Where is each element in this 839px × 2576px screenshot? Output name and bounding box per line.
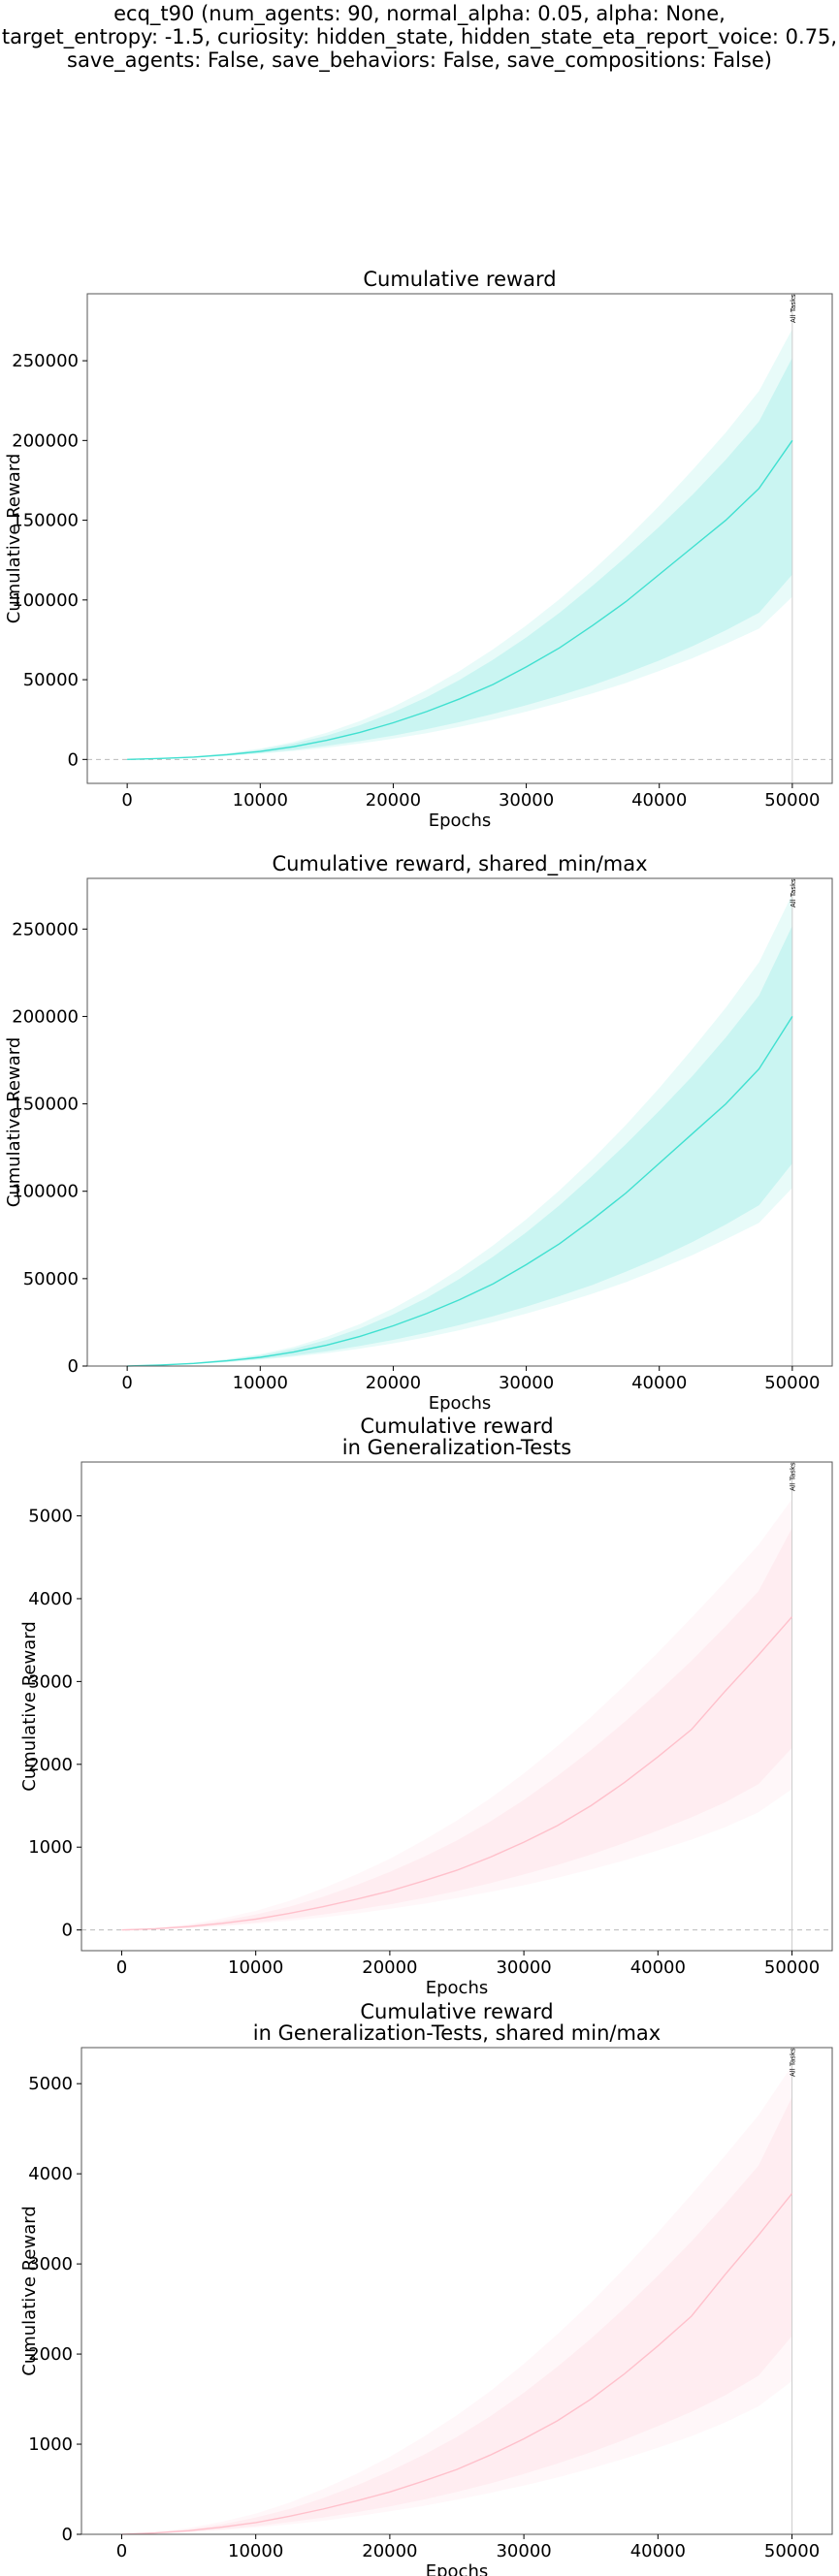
x-tick-label: 50000 <box>764 2541 820 2561</box>
x-tick-label: 30000 <box>499 1373 554 1393</box>
x-axis-label: Epochs <box>426 1978 489 1998</box>
inner-range-band <box>127 357 792 760</box>
y-tick-label: 4000 <box>28 1589 73 1609</box>
y-axis-label: Cumulative Reward <box>4 1037 24 1208</box>
x-tick-label: 50000 <box>764 1373 820 1393</box>
chart-title: in Generalization-Tests <box>342 1436 571 1459</box>
inner-range-band <box>121 2097 792 2534</box>
task-marker-label: All Tasks <box>790 1462 797 1491</box>
figure-title-line: target_entropy: -1.5, curiosity: hidden_… <box>1 25 838 48</box>
x-axis-label: Epochs <box>429 1393 492 1414</box>
x-tick-label: 10000 <box>233 790 288 811</box>
chart-panel: Cumulative reward, shared_min/max All Tas… <box>4 852 833 1414</box>
mean-line <box>127 1016 793 1367</box>
y-tick-label: 2000 <box>28 1755 73 1775</box>
task-marker-label: All Tasks <box>790 878 797 907</box>
chart-panel: Cumulative reward All Tasks 0 10000 20000 300… <box>4 268 833 831</box>
x-tick-label: 10000 <box>233 1373 288 1393</box>
y-tick-label: 150000 <box>12 1095 79 1115</box>
mean-line <box>121 2193 793 2535</box>
axes-frame <box>81 2047 833 2535</box>
y-tick-label: 50000 <box>23 670 79 690</box>
inner-range-band <box>127 925 792 1366</box>
x-axis-label: Epochs <box>429 811 492 831</box>
y-tick-label: 100000 <box>12 1182 79 1202</box>
figure-title-line: save_agents: False, save_behaviors: Fals… <box>67 48 772 72</box>
y-axis-label: Cumulative Reward <box>4 454 24 624</box>
x-tick-label: 30000 <box>496 2541 551 2561</box>
chart-title: Cumulative reward, shared_min/max <box>272 852 647 876</box>
x-tick-label: 40000 <box>631 790 687 811</box>
y-tick-label: 0 <box>62 1921 73 1941</box>
x-tick-label: 10000 <box>228 2541 283 2561</box>
x-tick-label: 40000 <box>630 1957 686 1978</box>
x-tick-label: 30000 <box>496 1957 551 1978</box>
x-tick-label: 10000 <box>228 1957 283 1978</box>
y-tick-label: 250000 <box>12 919 79 939</box>
x-tick-label: 0 <box>121 1373 132 1393</box>
mean-line <box>121 1616 793 1931</box>
outer-range-band <box>127 894 792 1366</box>
axes-frame <box>81 1461 833 1952</box>
x-tick-label: 0 <box>121 790 132 811</box>
y-tick-label: 2000 <box>28 2344 73 2365</box>
y-tick-label: 0 <box>62 2525 73 2545</box>
figure-title: ecq_t90 (num_agents: 90, normal_alpha: 0… <box>0 2 839 72</box>
outer-range-band <box>127 329 792 760</box>
y-axis-label: Cumulative Reward <box>19 2206 40 2376</box>
y-tick-label: 4000 <box>28 2164 73 2184</box>
axes-frame <box>86 877 833 1367</box>
chart-title: Cumulative reward <box>360 2000 553 2023</box>
y-tick-label: 50000 <box>23 1269 79 1289</box>
y-tick-label: 3000 <box>28 2254 73 2274</box>
chart-title: in Generalization-Tests, shared min/max <box>253 2021 661 2045</box>
task-marker-label: All Tasks <box>790 294 797 323</box>
x-tick-label: 20000 <box>366 1373 421 1393</box>
y-tick-label: 150000 <box>12 511 79 531</box>
x-tick-label: 20000 <box>362 2541 417 2561</box>
x-tick-label: 0 <box>116 1957 127 1978</box>
mean-line <box>127 439 793 760</box>
x-tick-label: 40000 <box>631 1373 687 1393</box>
y-tick-label: 250000 <box>12 351 79 371</box>
x-tick-label: 40000 <box>630 2541 686 2561</box>
x-tick-label: 20000 <box>362 1957 417 1978</box>
chart-title: Cumulative reward <box>360 1415 553 1438</box>
task-marker-label: All Tasks <box>790 2048 797 2077</box>
y-tick-label: 5000 <box>28 2074 73 2094</box>
y-tick-label: 100000 <box>12 590 79 611</box>
inner-range-band <box>121 1528 792 1930</box>
x-tick-label: 30000 <box>499 790 554 811</box>
y-tick-label: 1000 <box>28 1837 73 1858</box>
y-tick-label: 200000 <box>12 1006 79 1027</box>
x-tick-label: 50000 <box>764 1957 820 1978</box>
y-axis-label: Cumulative Reward <box>19 1621 40 1792</box>
y-tick-label: 0 <box>68 749 79 770</box>
y-tick-label: 5000 <box>28 1507 73 1527</box>
y-tick-label: 1000 <box>28 2434 73 2455</box>
y-tick-label: 3000 <box>28 1671 73 1692</box>
x-axis-label: Epochs <box>426 2561 489 2576</box>
y-tick-label: 0 <box>68 1356 79 1377</box>
outer-range-band <box>121 1499 792 1930</box>
y-tick-label: 200000 <box>12 430 79 451</box>
axes-frame <box>86 293 833 784</box>
x-tick-label: 50000 <box>764 790 820 811</box>
figure-title-line: ecq_t90 (num_agents: 90, normal_alpha: 0… <box>113 2 726 25</box>
outer-range-band <box>121 2065 792 2534</box>
chart-title: Cumulative reward <box>363 268 556 291</box>
x-tick-label: 0 <box>116 2541 127 2561</box>
x-tick-label: 20000 <box>366 790 421 811</box>
